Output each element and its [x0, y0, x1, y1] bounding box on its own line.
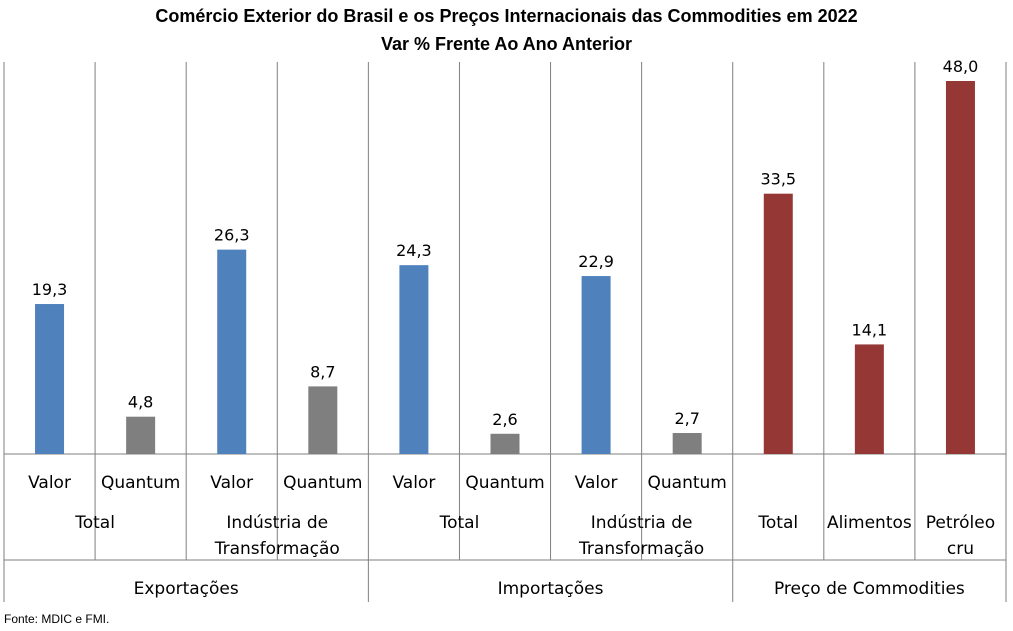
group-label-0: Exportações — [134, 579, 239, 599]
bar-9 — [854, 344, 884, 454]
x-tick-label-2: Valor — [210, 473, 253, 493]
data-label-0: 19,3 — [32, 280, 68, 299]
source-note: Fonte: MDIC e FMI. — [4, 612, 110, 626]
bar-4 — [399, 265, 429, 454]
x-tick-label-3: Quantum — [283, 473, 362, 493]
subgroup-label-6-1: cru — [947, 539, 974, 559]
subgroup-label-6-0: Petróleo — [926, 513, 995, 533]
subgroup-label-2-0: Total — [439, 513, 480, 533]
data-label-8: 33,5 — [760, 170, 796, 189]
subgroup-label-1-0: Indústria de — [226, 513, 328, 533]
bar-1 — [126, 416, 156, 454]
subgroup-label-5-0: Alimentos — [827, 513, 912, 533]
x-tick-label-1: Quantum — [101, 473, 180, 493]
bar-8 — [763, 193, 793, 455]
subgroup-label-3-1: Transformação — [578, 539, 704, 559]
data-label-3: 8,7 — [310, 362, 335, 381]
chart-subtitle: Var % Frente Ao Ano Anterior — [380, 34, 633, 54]
subgroup-label-4-0: Total — [757, 513, 798, 533]
chart-title: Comércio Exterior do Brasil e os Preços … — [155, 6, 858, 26]
data-label-4: 24,3 — [396, 241, 432, 260]
subgroup-label-1-1: Transformação — [214, 539, 340, 559]
bar-5 — [490, 433, 520, 454]
bar-2 — [217, 249, 247, 454]
bar-6 — [581, 276, 611, 454]
bar-7 — [672, 433, 702, 454]
data-label-1: 4,8 — [128, 393, 153, 412]
bar-10 — [945, 81, 975, 454]
bar-0 — [35, 304, 65, 454]
x-tick-label-6: Valor — [575, 473, 618, 493]
data-label-10: 48,0 — [943, 57, 979, 76]
data-label-9: 14,1 — [852, 320, 888, 339]
data-label-5: 2,6 — [492, 410, 517, 429]
x-tick-label-5: Quantum — [465, 473, 544, 493]
x-tick-label-4: Valor — [392, 473, 435, 493]
bar-3 — [308, 386, 338, 454]
group-label-2: Preço de Commodities — [774, 579, 965, 599]
data-label-2: 26,3 — [214, 226, 250, 245]
subgroup-label-0-0: Total — [74, 513, 115, 533]
x-tick-label-7: Quantum — [648, 473, 727, 493]
group-label-1: Importações — [498, 579, 604, 599]
subgroup-label-3-0: Indústria de — [591, 513, 693, 533]
data-label-6: 22,9 — [578, 252, 614, 271]
data-label-7: 2,7 — [674, 409, 699, 428]
x-tick-label-0: Valor — [28, 473, 71, 493]
